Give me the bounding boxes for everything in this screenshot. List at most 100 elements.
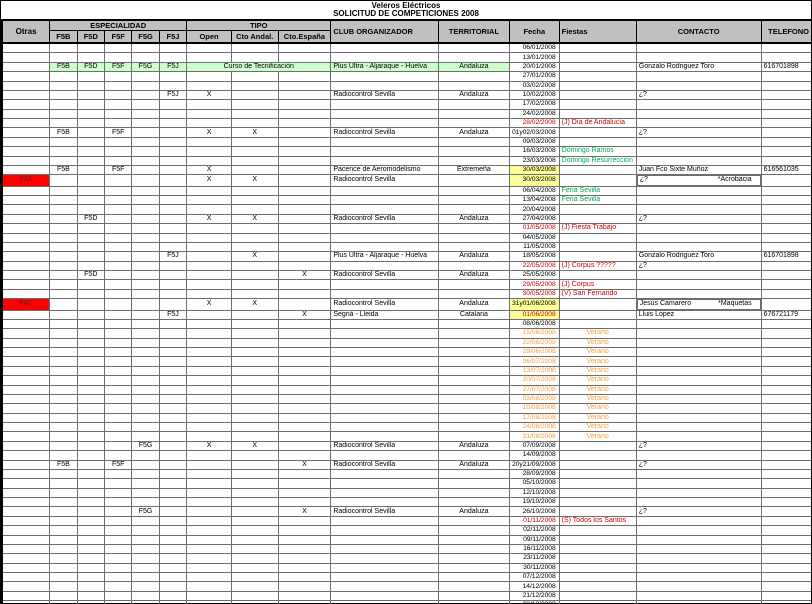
cell-esp-f5f[interactable] [103, 346, 133, 358]
cell-otras[interactable] [1, 375, 51, 386]
cell-club[interactable]: Radiocontrol Sevilla [330, 506, 439, 517]
cell-territorial[interactable]: Andaluza [437, 213, 510, 225]
cell-esp-f5d[interactable] [76, 534, 105, 545]
cell-otras[interactable] [1, 71, 51, 82]
cell-territorial[interactable] [437, 590, 510, 602]
cell-tipo-open[interactable] [186, 117, 232, 129]
cell-tipo-open[interactable] [186, 571, 232, 583]
cell-fiesta[interactable] [558, 318, 637, 330]
cell-esp-f5d[interactable] [76, 232, 105, 243]
cell-fecha[interactable]: 31y01/06/2008 [508, 298, 560, 311]
cell-telefono[interactable]: 616561035 [760, 164, 812, 176]
cell-telefono[interactable] [760, 260, 812, 272]
cell-esp-f5f[interactable] [103, 99, 133, 110]
cell-esp-f5f[interactable] [103, 318, 133, 330]
cell-fecha[interactable]: 09/11/2008 [508, 534, 560, 545]
cell-telefono[interactable]: 676721179 [760, 309, 812, 320]
cell-tipo-espana[interactable] [277, 328, 332, 339]
cell-contacto[interactable]: Jesús Camarero *Maquetas [636, 299, 761, 310]
cell-esp-f5f[interactable] [103, 543, 133, 555]
cell-telefono[interactable] [760, 403, 812, 414]
cell-esp-f5j[interactable] [158, 328, 188, 339]
cell-tipo-open[interactable] [186, 375, 232, 386]
cell-territorial[interactable]: Andaluza [437, 440, 510, 452]
cell-esp-f5j[interactable] [158, 590, 188, 602]
cell-telefono[interactable] [760, 356, 812, 367]
cell-club[interactable]: Plus Ultra - Aljaraque - Huelva [330, 251, 439, 262]
cell-club[interactable] [330, 515, 439, 527]
cell-esp-f5b[interactable] [49, 204, 78, 215]
cell-esp-f5f[interactable] [103, 288, 133, 300]
cell-fiesta[interactable] [558, 553, 637, 564]
cell-otras[interactable] [1, 279, 51, 290]
cell-contacto[interactable] [635, 241, 762, 253]
cell-club[interactable] [330, 279, 439, 290]
cell-contacto[interactable] [635, 375, 762, 386]
cell-esp-f5b[interactable] [49, 375, 78, 386]
cell-club[interactable] [330, 496, 439, 508]
cell-tipo-espana[interactable] [277, 346, 332, 358]
cell-club[interactable]: Radiocontrol Sevilla [330, 269, 439, 281]
cell-otras[interactable] [1, 487, 51, 499]
cell-esp-f5g[interactable] [131, 553, 160, 564]
cell-esp-f5g[interactable] [131, 164, 160, 176]
cell-territorial[interactable] [437, 356, 510, 367]
cell-territorial[interactable] [437, 337, 510, 349]
header-telefono[interactable]: TELEFONO [760, 19, 812, 44]
cell-contacto[interactable] [635, 204, 762, 215]
cell-esp-f5f[interactable] [103, 174, 133, 187]
cell-esp-f5b[interactable] [49, 337, 78, 349]
cell-tipo-espana[interactable] [277, 136, 332, 148]
cell-esp-f5f[interactable] [103, 232, 133, 243]
cell-esp-f5d[interactable] [76, 581, 105, 592]
cell-fiesta[interactable]: Verano [558, 346, 637, 358]
cell-esp-f5f[interactable] [103, 52, 133, 63]
cell-fecha[interactable]: 03/08/2008 [508, 393, 560, 405]
cell-otras[interactable] [1, 251, 51, 262]
cell-territorial[interactable] [437, 42, 510, 54]
cell-esp-f5j[interactable] [158, 496, 188, 508]
cell-telefono[interactable] [760, 298, 812, 311]
cell-esp-f5d[interactable] [76, 298, 105, 311]
cell-esp-f5f[interactable] [103, 356, 133, 367]
cell-tipo-andal[interactable] [230, 562, 279, 574]
cell-esp-f5j[interactable] [158, 337, 188, 349]
cell-tipo-open[interactable] [186, 288, 232, 300]
cell-esp-f5j[interactable] [158, 127, 188, 138]
header-otras[interactable]: Otras [1, 19, 51, 44]
cell-otras[interactable] [1, 127, 51, 138]
cell-otras[interactable] [1, 459, 51, 470]
cell-esp-f5g[interactable] [131, 515, 160, 527]
cell-esp-f5j[interactable]: F5J [158, 89, 188, 101]
cell-esp-f5b[interactable] [49, 309, 78, 320]
cell-contacto[interactable] [635, 356, 762, 367]
cell-telefono[interactable] [760, 136, 812, 148]
cell-otras[interactable] [1, 337, 51, 349]
cell-club[interactable] [330, 553, 439, 564]
cell-territorial[interactable] [437, 393, 510, 405]
cell-fiesta[interactable] [558, 571, 637, 583]
cell-contacto[interactable] [635, 318, 762, 330]
cell-territorial[interactable] [437, 117, 510, 129]
cell-tipo-espana[interactable] [277, 600, 332, 604]
cell-fiesta[interactable]: Verano [558, 412, 637, 424]
cell-club[interactable] [330, 146, 439, 157]
cell-tipo-espana[interactable] [277, 223, 332, 234]
cell-club[interactable]: Radiocontrol Sevilla [330, 298, 439, 311]
cell-esp-f5d[interactable]: F5D [76, 213, 105, 225]
cell-esp-f5j[interactable] [158, 260, 188, 272]
cell-esp-f5g[interactable] [131, 337, 160, 349]
cell-tipo-espana[interactable] [277, 375, 332, 386]
cell-esp-f5g[interactable] [131, 431, 160, 442]
cell-club[interactable] [330, 194, 439, 206]
cell-esp-f5f[interactable] [103, 365, 133, 377]
cell-telefono[interactable] [760, 543, 812, 555]
cell-tipo-andal[interactable] [230, 309, 279, 320]
cell-telefono[interactable] [760, 384, 812, 395]
cell-esp-f5j[interactable] [158, 52, 188, 63]
cell-tipo-open[interactable] [186, 487, 232, 499]
cell-esp-f5d[interactable] [76, 108, 105, 120]
cell-esp-f5b[interactable] [49, 185, 78, 197]
cell-club[interactable] [330, 487, 439, 499]
cell-fecha[interactable]: 22/05/2008 [508, 260, 560, 272]
